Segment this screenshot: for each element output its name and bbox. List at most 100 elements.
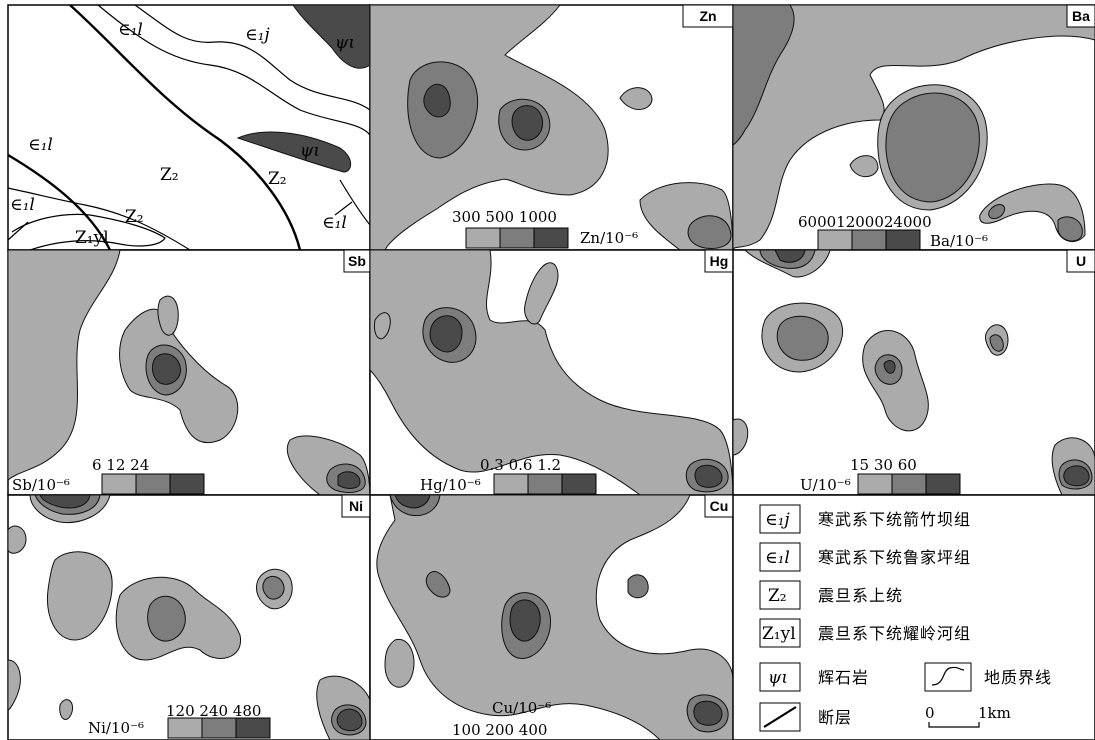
level-swatch-1 [101, 473, 137, 495]
pyroxenite-body-central [236, 131, 352, 173]
ni-anomaly-level2 [262, 575, 285, 600]
panel-zn: Zn 300 500 1000 Zn/10⁻⁶ [369, 4, 734, 251]
u-anomaly-level3 [774, 249, 806, 263]
boundary-3 [7, 187, 191, 251]
level-swatch-3 [925, 473, 961, 495]
panel-geology: ∈₁l ∈₁j ψι ∈₁l ψι Z₂ Z₂ ∈₁l ∈₁l Z₂ Z₁yl [7, 4, 371, 251]
legend-levels: 60001200024000 [798, 213, 932, 231]
level-swatch-3 [235, 717, 271, 739]
panel-tag: Ni [349, 498, 363, 514]
fault-west [7, 153, 112, 251]
fault-line-icon [763, 706, 797, 728]
legend-symbol-box [759, 662, 801, 692]
unit-label: Sb/10⁻⁶ [12, 476, 70, 494]
legend-levels: 15 30 60 [850, 456, 917, 474]
scale-label-km: 1km [978, 704, 1011, 722]
level-swatch-1 [857, 473, 893, 495]
ni-anomaly-level1 [46, 551, 113, 641]
unit-label: ψι [300, 141, 320, 161]
boundary-2 [134, 4, 371, 111]
level-swatch-3 [169, 473, 205, 495]
panel-tag-box [1066, 249, 1095, 273]
unit-label: Ni/10⁻⁶ [88, 719, 144, 737]
zn-anomaly-level3 [423, 83, 451, 118]
legend-symbol: ∈₁j [765, 510, 790, 530]
boundary-line-icon [931, 666, 965, 686]
unit-label: Z₂ [125, 207, 144, 227]
cu-anomaly-level3 [693, 700, 723, 726]
zn-anomaly-level3 [511, 105, 544, 141]
zn-anomaly-level1 [619, 87, 653, 110]
unit-label: Hg/10⁻⁶ [420, 476, 481, 494]
unit-label: ∈₁l [10, 195, 35, 215]
unit-label: Z₂ [160, 165, 179, 185]
fault-tick-2 [334, 201, 353, 216]
legend-symbol-box [924, 662, 972, 692]
legend-text: 震旦系上统 [818, 586, 903, 605]
scale-label-zero: 0 [925, 704, 935, 722]
sb-anomaly-level3 [151, 353, 181, 385]
level-swatch-3 [885, 229, 921, 251]
unit-label: ψι [335, 33, 355, 53]
legend-symbol: Z₂ [768, 586, 787, 606]
hg-anomaly-level3 [429, 315, 463, 353]
cu-anomaly-level3 [509, 599, 541, 642]
unit-label: Cu/10⁻⁶ [492, 699, 551, 717]
u-anomaly-level1 [732, 418, 749, 456]
panel-sb: Sb 6 12 24 Sb/10⁻⁶ [7, 249, 371, 496]
panel-hg: Hg 0.3 0.6 1.2 Hg/10⁻⁶ [369, 249, 734, 496]
cu-anomaly-level3 [394, 494, 431, 509]
zn-anomaly-level2 [687, 215, 732, 249]
unit-label: Ba/10⁻⁶ [930, 232, 988, 250]
unit-label: ∈₁j [245, 25, 270, 45]
unit-label: ∈₁l [118, 20, 143, 40]
hg-anomaly-level3 [694, 464, 723, 488]
legend-symbol: ψι [768, 668, 788, 688]
panel-ni: Ni 120 240 480 Ni/10⁻⁶ [7, 494, 371, 740]
ba-anomaly-level1 [849, 155, 879, 178]
legend-frame [732, 494, 1095, 740]
ni-anomaly-level1 [59, 699, 74, 720]
panel-cu: Cu Cu/10⁻⁶ 100 200 400 [369, 494, 734, 740]
legend-levels: 0.3 0.6 1.2 [480, 456, 561, 474]
legend-text: 辉石岩 [818, 668, 869, 687]
sb-anomaly-level3 [337, 471, 361, 489]
hg-anomaly-level1 [524, 262, 559, 325]
map-legend: ∈₁j 寒武系下统箭竹坝组 ∈₁l 寒武系下统鲁家坪组 Z₂ 震旦系上统 Z₁y… [732, 494, 1095, 740]
legend-text: 震旦系下统耀岭河组 [818, 624, 971, 643]
legend-text: 断层 [818, 708, 852, 727]
panel-geology-frame [7, 4, 371, 251]
legend-levels: 120 240 480 [166, 702, 261, 720]
unit-label: ∈₁l [28, 135, 53, 155]
legend-levels: 100 200 400 [452, 721, 547, 739]
panel-tag-box [1066, 4, 1095, 28]
panel-tag: Zn [699, 8, 716, 24]
ba-anomaly-level2 [988, 204, 1006, 220]
boundary-1 [97, 4, 371, 136]
level-swatch-1 [817, 229, 853, 251]
level-swatch-3 [561, 473, 597, 495]
level-swatch-2 [201, 717, 237, 739]
panel-tag: Ba [1072, 8, 1090, 24]
legend-symbol-box [759, 542, 801, 572]
u-anomaly-level3 [883, 360, 896, 374]
scale-bar-line [928, 722, 980, 728]
panel-tag: Sb [348, 253, 366, 269]
legend-text: 寒武系下统箭竹坝组 [818, 510, 971, 529]
cu-anomaly-level1 [384, 638, 415, 688]
level-swatch-2 [851, 229, 887, 251]
boundary-5 [339, 179, 371, 226]
cu-anomaly-level2 [425, 570, 451, 598]
level-swatch-1 [493, 473, 529, 495]
ba-anomaly-level2 [885, 92, 980, 203]
scale-bar: 0 1km [925, 704, 1011, 728]
u-anomaly-level2 [776, 315, 829, 361]
unit-label: U/10⁻⁶ [800, 476, 851, 494]
cu-anomaly-level1 [376, 494, 734, 740]
panel-tag: U [1076, 253, 1086, 269]
unit-label: ∈₁l [322, 213, 347, 233]
level-swatch-1 [167, 717, 203, 739]
sb-anomaly-level1 [7, 249, 121, 482]
level-swatch-3 [533, 227, 569, 249]
